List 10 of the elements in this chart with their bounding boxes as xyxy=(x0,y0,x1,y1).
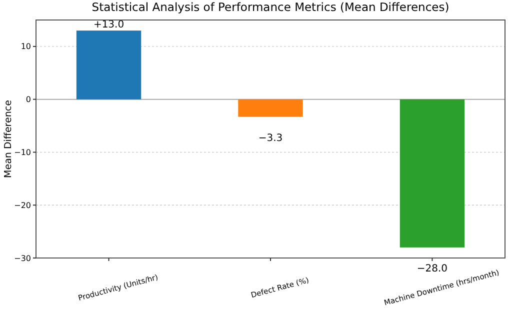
y-tick-label: −30 xyxy=(14,254,31,263)
y-axis-title: Mean Difference xyxy=(3,100,14,178)
data-label: +13.0 xyxy=(93,20,124,31)
y-tick-label: 0 xyxy=(26,95,31,104)
y-tick-label: −10 xyxy=(14,148,31,158)
chart-title: Statistical Analysis of Performance Metrics (Mean Differences) xyxy=(92,0,450,14)
data-label: −28.0 xyxy=(416,263,448,274)
y-tick-label: 10 xyxy=(20,42,31,52)
y-tick-label: −20 xyxy=(14,200,31,210)
data-label: −3.3 xyxy=(258,132,283,144)
